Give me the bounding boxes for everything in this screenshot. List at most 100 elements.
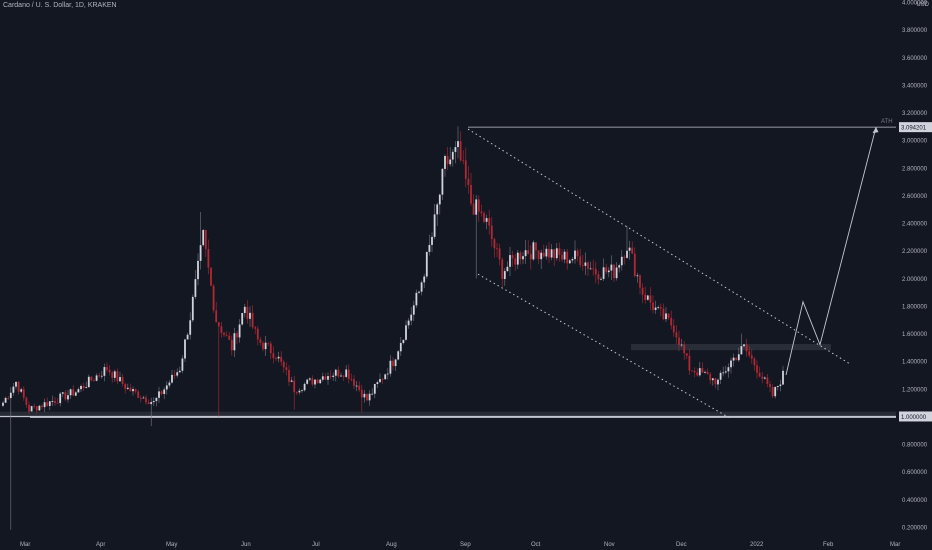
candle-body (282, 361, 285, 368)
candle-body (457, 141, 459, 148)
candle-body (189, 320, 192, 335)
candle-body (108, 369, 111, 373)
candle-body (667, 313, 670, 318)
candle-body (639, 275, 641, 288)
y-tick-label: 4.000000 (902, 1, 928, 7)
y-tick-label: 2.000000 (902, 277, 928, 283)
candle-body (719, 372, 722, 380)
candle-body (106, 367, 108, 370)
candle-body (280, 356, 283, 362)
candle-body (215, 310, 218, 323)
candle-body (623, 256, 626, 258)
candle-body (275, 358, 277, 359)
candle-body (269, 343, 272, 354)
candle-body (771, 386, 774, 397)
candle-body (181, 358, 184, 371)
candle-body (550, 249, 553, 258)
y-tick-label: 1.600000 (902, 332, 928, 338)
candle-body (438, 194, 441, 205)
candle-body (509, 255, 511, 267)
y-tick-label: 1.400000 (902, 360, 928, 366)
candle-body (672, 325, 675, 333)
candle-body (548, 248, 550, 258)
candle-body (415, 292, 418, 306)
candle-body (535, 242, 537, 251)
candle-body (537, 250, 540, 260)
candle-body (761, 376, 764, 379)
candle-body (147, 402, 150, 405)
candle-body (571, 259, 574, 261)
candle-body (425, 251, 428, 277)
candle-body (405, 325, 407, 340)
candle-body (204, 229, 207, 249)
candle-body (103, 367, 106, 376)
candle-body (488, 218, 491, 226)
candle-body (345, 369, 348, 377)
candle-body (527, 250, 530, 255)
candle-body (298, 390, 301, 393)
candle-body (542, 252, 545, 257)
candle-body (236, 333, 238, 338)
candle-body (197, 260, 199, 280)
candle-body (77, 389, 80, 393)
candle-body (334, 369, 337, 376)
candle-body (696, 372, 699, 376)
y-tick-label: 2.200000 (902, 249, 928, 255)
candle-body (701, 368, 704, 373)
candle-body (28, 404, 30, 412)
candle-body (633, 253, 636, 277)
candle-body (22, 389, 25, 398)
candle-body (191, 296, 194, 321)
candle-body (579, 256, 582, 265)
candle-body (4, 397, 7, 403)
candle-body (464, 160, 467, 179)
y-tick-label: 0.200000 (902, 526, 928, 532)
candle-body (714, 378, 717, 385)
candle-body (454, 147, 457, 152)
projection-path (785, 127, 877, 376)
candle-body (98, 375, 101, 377)
candle-body (332, 375, 335, 377)
candle-body (750, 355, 753, 359)
candle-body (306, 379, 309, 384)
candle-body (303, 383, 306, 391)
candle-body (158, 391, 160, 398)
candle-body (776, 385, 779, 387)
candle-body (423, 276, 426, 283)
candle-body (576, 250, 579, 257)
candle-body (355, 385, 358, 387)
y-tick-label: 2.800000 (902, 166, 928, 172)
candle-body (587, 262, 589, 269)
candle-body (589, 268, 592, 270)
candle-body (358, 385, 361, 390)
candle-body (553, 249, 556, 259)
candle-body (228, 335, 231, 340)
x-tick-label: Jun (241, 542, 251, 548)
candle-body (160, 391, 163, 395)
candle-body (381, 379, 384, 380)
candle-body (766, 377, 769, 384)
symbol-title: Cardano / U. S. Dollar, 1D, KRAKEN (3, 2, 117, 9)
candle-body (709, 374, 712, 381)
candle-body (329, 376, 332, 377)
currency-label: USD (916, 2, 929, 8)
candle-body (340, 375, 342, 377)
candle-body (373, 383, 376, 394)
candle-body (321, 376, 324, 380)
candle-body (202, 229, 205, 246)
candle-body (654, 307, 657, 310)
candle-body (711, 378, 714, 381)
candle-body (756, 365, 758, 373)
candle-body (277, 356, 280, 359)
candle-body (61, 392, 64, 394)
candle-body (210, 267, 212, 286)
candle-body (311, 378, 314, 385)
y-tick-label: 3.600000 (902, 56, 928, 62)
candle-body (519, 252, 522, 260)
candle-body (184, 339, 186, 359)
candle-body (288, 370, 290, 382)
candle-body (688, 355, 691, 371)
channel-lower (477, 273, 733, 420)
